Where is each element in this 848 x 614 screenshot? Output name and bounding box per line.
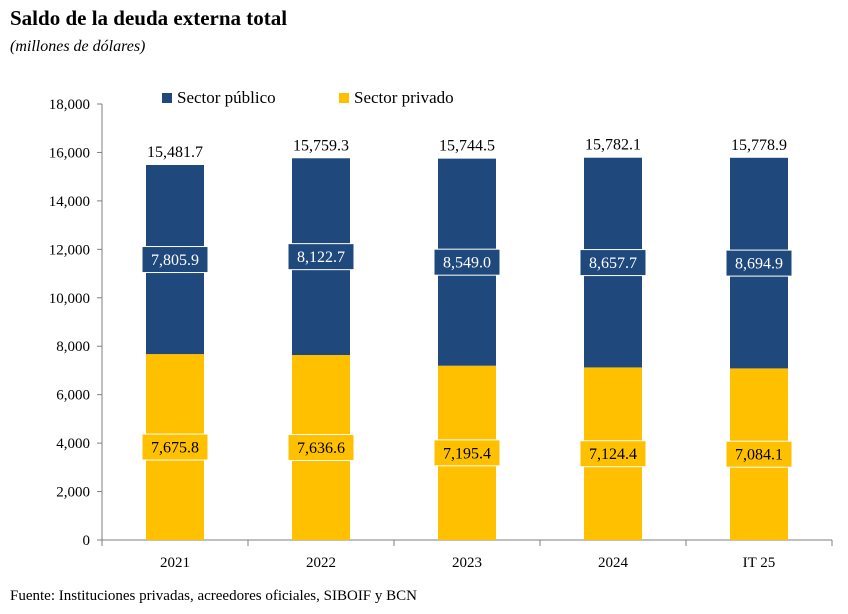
y-tick-label: 10,000	[49, 291, 90, 307]
x-tick-label: 2021	[160, 555, 190, 571]
data-label-box	[433, 439, 501, 467]
total-label: 15,782.1	[585, 137, 641, 154]
data-label-box	[725, 440, 793, 468]
y-tick-label: 4,000	[56, 436, 90, 452]
y-tick-label: 14,000	[49, 194, 90, 210]
data-label: 7,195.4	[443, 445, 491, 462]
data-label-box	[287, 243, 355, 271]
data-label-box	[579, 440, 647, 468]
x-tick-label: IT 25	[743, 555, 776, 571]
data-label: 7,636.6	[297, 440, 345, 457]
total-label: 15,481.7	[147, 144, 203, 161]
legend-swatch	[339, 93, 349, 103]
data-label-box	[433, 248, 501, 276]
total-label: 15,778.9	[731, 137, 787, 154]
data-label: 7,084.1	[735, 447, 783, 464]
y-tick-label: 2,000	[56, 485, 90, 501]
data-label: 7,124.4	[589, 446, 637, 463]
data-label-box	[725, 249, 793, 277]
y-tick-label: 12,000	[49, 242, 90, 258]
data-label: 7,805.9	[151, 252, 199, 269]
data-label: 8,122.7	[297, 249, 345, 266]
y-tick-label: 18,000	[49, 97, 90, 113]
y-tick-label: 6,000	[56, 388, 90, 404]
total-label: 15,759.3	[293, 137, 349, 154]
data-label-box	[141, 246, 209, 274]
data-label-box	[579, 249, 647, 277]
source-note: Fuente: Instituciones privadas, acreedor…	[10, 588, 417, 604]
data-label: 8,694.9	[735, 256, 783, 273]
chart-subtitle: (millones de dólares)	[10, 38, 146, 55]
legend-swatch	[162, 93, 172, 103]
total-label: 15,744.5	[439, 138, 495, 155]
x-tick-label: 2024	[598, 555, 629, 571]
legend-label: Sector público	[177, 88, 276, 107]
data-label: 8,657.7	[589, 255, 637, 272]
data-label-box	[287, 434, 355, 462]
chart-title: Saldo de la deuda externa total	[10, 6, 288, 30]
data-label: 7,675.8	[151, 440, 199, 457]
data-label: 8,549.0	[443, 255, 491, 272]
x-tick-label: 2023	[452, 555, 482, 571]
y-tick-label: 8,000	[56, 339, 90, 355]
x-tick-label: 2022	[306, 555, 336, 571]
data-label-box	[141, 433, 209, 461]
y-tick-label: 16,000	[49, 145, 90, 161]
legend-label: Sector privado	[354, 88, 454, 107]
y-tick-label: 0	[83, 533, 91, 549]
